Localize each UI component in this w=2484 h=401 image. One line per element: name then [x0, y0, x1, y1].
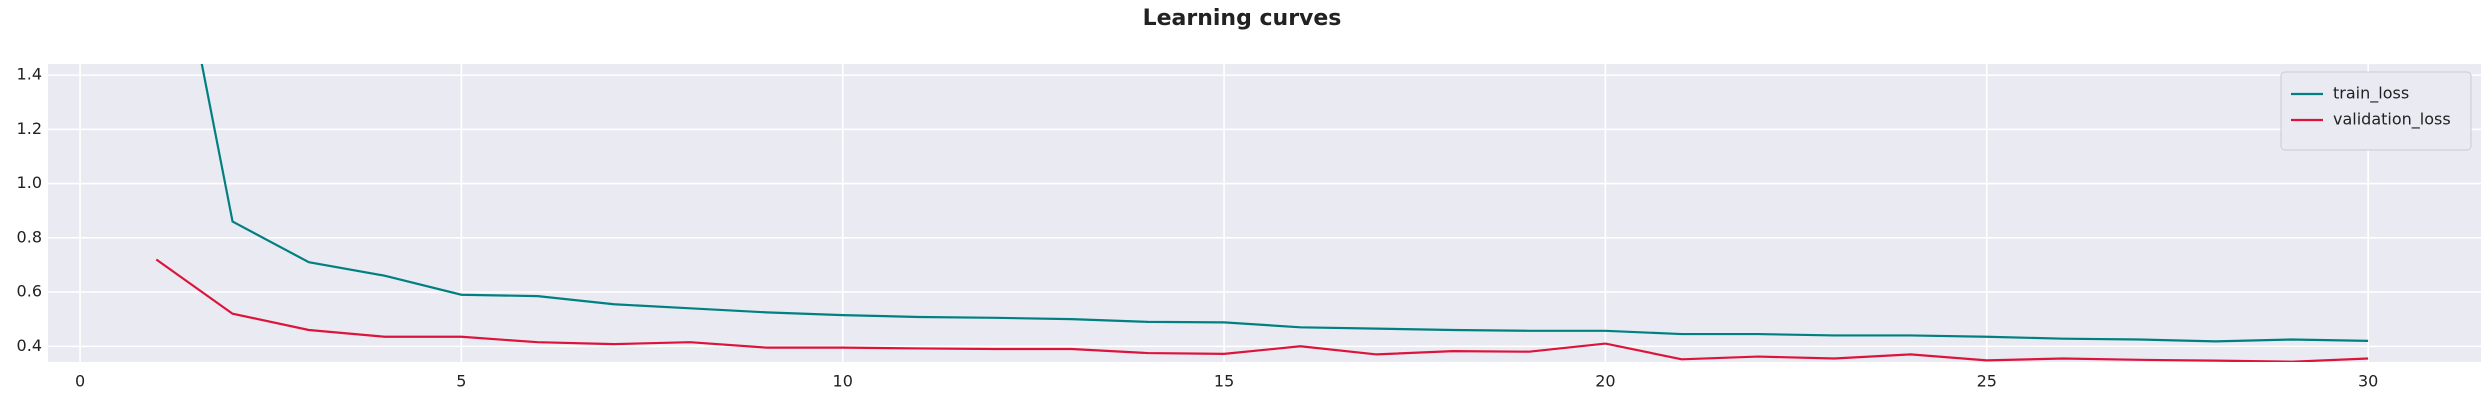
chart-title: Learning curves	[1143, 6, 1342, 31]
legend-label: train_loss	[2333, 84, 2409, 104]
plot-area	[48, 64, 2481, 362]
x-tick-label: 30	[2358, 372, 2378, 391]
legend: train_loss validation_loss	[2280, 71, 2472, 151]
line	[155, 258, 2369, 362]
y-tick-label: 1.2	[17, 119, 42, 138]
y-tick-label: 0.4	[17, 336, 42, 355]
labels: 0.4 0.6 0.8 1.0 1.2 1.4 0 5 10 15 20 25 30 train_loss…	[17, 65, 2472, 391]
x-tick-label: 5	[456, 372, 466, 391]
lines	[155, 64, 2369, 362]
x-tick-label: 25	[1977, 372, 1997, 391]
x-tick-label: 10	[833, 372, 853, 391]
x-tick-label: 0	[75, 372, 85, 391]
line	[200, 64, 2369, 343]
y-tick-label: 0.6	[17, 282, 42, 301]
legend-label: validation_loss	[2333, 110, 2451, 130]
y-tick-label: 1.0	[17, 173, 42, 192]
y-tick-label: 1.4	[17, 65, 42, 84]
x-tick-label: 20	[1595, 372, 1615, 391]
x-tick-label: 15	[1214, 372, 1234, 391]
y-tick-label: 0.8	[17, 227, 42, 246]
legend-box	[2280, 71, 2472, 151]
